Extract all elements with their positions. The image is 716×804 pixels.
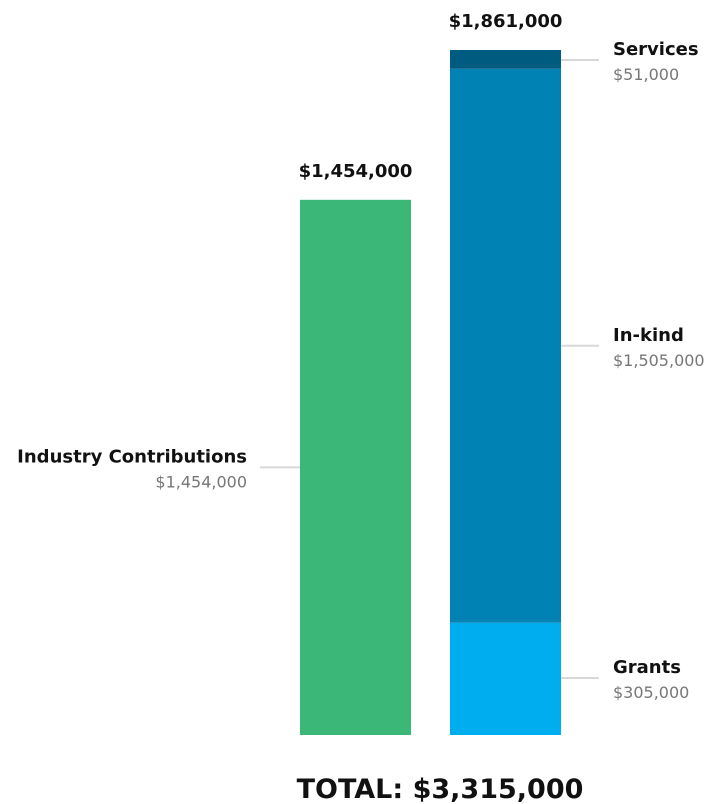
segment-value-label: $51,000 — [613, 65, 679, 84]
labels-layer: Industry Contributions $1,454,000 $1,454,0… — [17, 11, 704, 702]
bar-segment-in-kind — [450, 68, 561, 623]
segment-name-label: Grants — [613, 657, 681, 678]
segment-name-label: In-kind — [613, 325, 684, 346]
grand-total-label: TOTAL: $3,315,000 — [297, 774, 584, 804]
bar-segment-grants — [450, 622, 561, 735]
segment-name-label: Industry Contributions — [17, 446, 247, 467]
segment-value-label: $1,505,000 — [613, 351, 705, 370]
bar-segment-services — [450, 50, 561, 69]
bars-layer — [300, 50, 561, 735]
segment-name-label: Services — [613, 39, 699, 60]
bar-total-label: $1,454,000 — [299, 161, 413, 182]
bar-total-label: $1,861,000 — [449, 11, 563, 32]
segment-value-label: $1,454,000 — [155, 472, 247, 491]
bar-segment-industry-contributions — [300, 199, 411, 735]
segment-value-label: $305,000 — [613, 683, 689, 702]
